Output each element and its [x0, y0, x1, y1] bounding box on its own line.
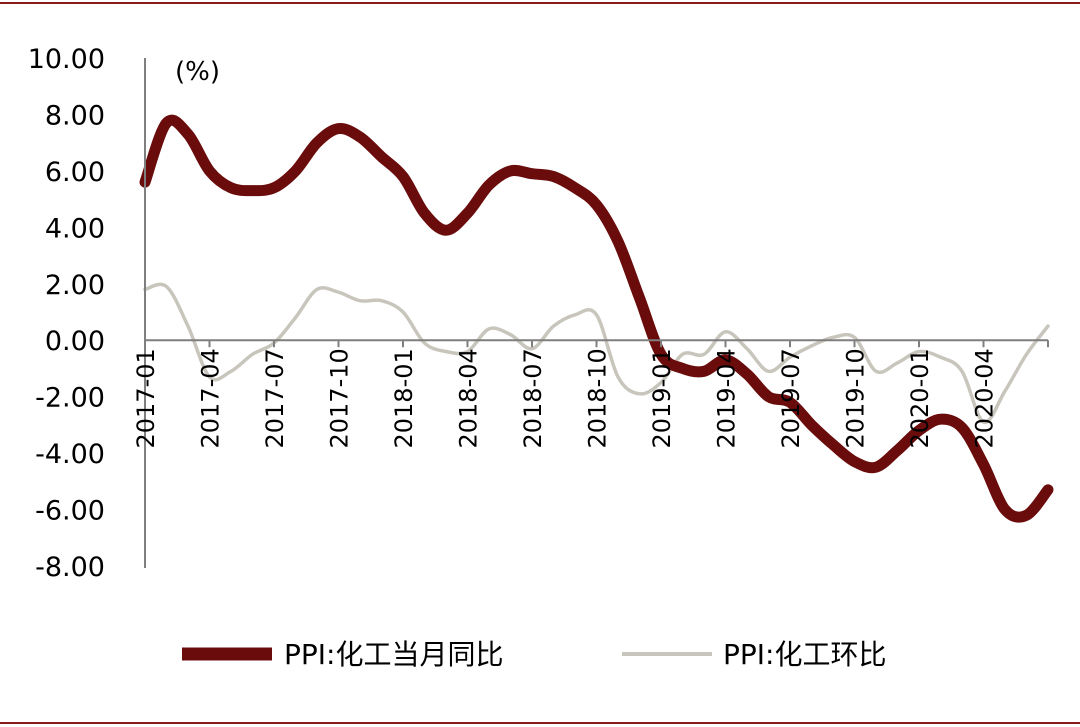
y-tick-label: 2.00: [45, 270, 105, 301]
legend-label-mom: PPI:化工环比: [723, 638, 886, 671]
legend-label-yoy: PPI:化工当月同比: [284, 638, 503, 671]
y-tick-label: 4.00: [45, 213, 105, 244]
x-tick-label: 2017-01: [132, 348, 160, 448]
x-tick-label: 2018-07: [519, 348, 547, 448]
x-tick-label: 2018-04: [455, 348, 483, 448]
y-tick-label: -6.00: [35, 496, 105, 527]
top-border: [0, 2, 1080, 4]
x-tick-label: 2020-01: [906, 348, 934, 448]
series-layer: [139, 114, 1054, 523]
y-tick-label: -4.00: [35, 439, 105, 470]
x-tick-label: 2020-04: [971, 348, 999, 448]
x-tick-label: 2017-04: [197, 348, 225, 448]
y-tick-label: 6.00: [45, 157, 105, 188]
y-tick-label: -8.00: [35, 552, 105, 583]
unit-label: (%): [175, 57, 220, 87]
x-tick-label: 2018-01: [390, 348, 418, 448]
x-tick-label: 2017-10: [326, 348, 354, 448]
series-line-yoy: [139, 114, 1054, 523]
legend: PPI:化工当月同比 PPI:化工环比: [182, 638, 886, 671]
x-tick-label: 2017-07: [261, 348, 289, 448]
x-tick-label: 2019-01: [648, 348, 676, 448]
axes-layer: [144, 58, 1049, 568]
x-tick-label: 2018-10: [584, 348, 612, 448]
x-tick-label: 2019-04: [713, 348, 741, 448]
y-tick-labels: 10.00 8.00 6.00 4.00 2.00 0.00 -2.00 -4.00 -6.00…: [28, 44, 105, 583]
series-line-mom: [143, 282, 1050, 424]
x-tick-labels: 2017-01 2017-04 2017-07 2017-10 2018-01 2018-…: [132, 348, 999, 448]
y-tick-label: 0.00: [45, 326, 105, 357]
y-tick-label: -2.00: [35, 383, 105, 414]
x-tick-label: 2019-10: [842, 348, 870, 448]
y-tick-label: 10.00: [28, 44, 105, 75]
x-tick-label: 2019-07: [777, 348, 805, 448]
y-tick-label: 8.00: [45, 100, 105, 131]
bottom-border: [0, 722, 1080, 724]
